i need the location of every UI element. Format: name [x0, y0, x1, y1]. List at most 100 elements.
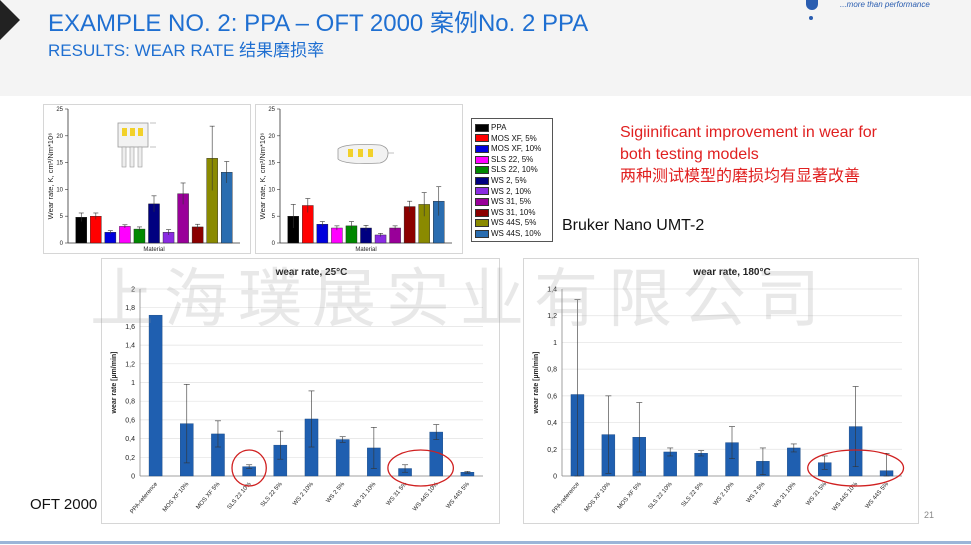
y-tick-label: 15: [56, 161, 63, 167]
legend-label: WS 31, 10%: [491, 207, 536, 217]
legend-item: PPA: [475, 123, 506, 133]
y-tick-label: 1,6: [125, 324, 135, 331]
bar: [694, 453, 708, 477]
chart-panel-1: 0 5 10 15 20 25 Material Wear rate, K, cm³/Nm*1…: [43, 104, 251, 254]
logo-dot-icon: [809, 16, 813, 20]
y-tick-label: 1,2: [125, 361, 135, 368]
y-tick-label: 0,6: [547, 393, 557, 400]
x-axis-label: Material: [143, 247, 164, 253]
legend-label: MOS XF, 5%: [491, 133, 537, 143]
x-tick-label: MOS XF 5%: [617, 481, 643, 511]
y-axis-label: wear rate [µm/min]: [111, 352, 118, 415]
x-tick-label: SLS 22 5%: [260, 481, 284, 508]
legend-item: WS 31, 10%: [475, 208, 535, 218]
y-axis-label: Wear rate, K, cm³/Nm*10⁶: [46, 133, 55, 220]
legend-label: WS 44S, 5%: [491, 218, 537, 228]
legend-label: SLS 22, 5%: [491, 154, 534, 164]
x-tick-label: WS 2 10%: [292, 481, 315, 507]
bar: [119, 226, 131, 244]
y-tick-label: 1,4: [125, 343, 135, 350]
x-tick-label: WS 31 10%: [772, 481, 797, 510]
method-label: OFT 2000: [30, 496, 98, 513]
x-tick-label: MOS XF 10%: [162, 481, 191, 513]
legend-label: WS 2, 10%: [491, 186, 532, 196]
chart-legend: PPA MOS XF, 5% MOS XF, 10% SLS 22, 5% SLS 22…: [471, 118, 553, 242]
x-tick-label: MOS XF 10%: [584, 481, 613, 513]
y-tick-label: 0,8: [547, 367, 557, 374]
y-tick-label: 0,8: [125, 399, 135, 406]
footer-line: [0, 541, 971, 544]
y-tick-label: 0: [131, 474, 135, 481]
y-tick-label: 2: [131, 287, 135, 294]
slide-title: EXAMPLE NO. 2: PPA – OFT 2000 案例No. 2 PP…: [48, 10, 589, 37]
legend-item: SLS 22, 10%: [475, 165, 538, 175]
y-tick-label: 10: [56, 187, 63, 193]
legend-label: PPA: [491, 123, 507, 132]
y-tick-label: 0: [553, 474, 557, 481]
y-tick-label: 1,2: [547, 313, 557, 320]
legend-swatch: [475, 176, 489, 185]
legend-swatch: [475, 187, 489, 196]
chart-panel-3: wear rate, 25°C 0 0,2 0,4 0,6 0,8 1 1,2 1,4 1,6 1,…: [101, 258, 500, 524]
chart-panel-4: wear rate, 180°C 0 0,2 0,4 0,6 0,8 1 1,2 1,4 wear…: [523, 258, 919, 524]
x-tick-label: PPA-reference: [551, 481, 581, 515]
x-axis-label: Material: [355, 247, 376, 253]
logo-icon: [806, 0, 818, 10]
x-tick-label: SLS 22 10%: [648, 481, 674, 511]
x-tick-label: WS 31 10%: [352, 481, 377, 510]
chart-title: wear rate, 180°C: [692, 267, 770, 278]
corner-arrow-icon: [0, 0, 20, 40]
legend-swatch: [475, 229, 489, 238]
x-tick-label: WS 2 5%: [326, 481, 347, 505]
legend-label: MOS XF, 10%: [491, 144, 542, 154]
legend-swatch: [475, 198, 489, 207]
legend-item: WS 2, 10%: [475, 187, 531, 197]
y-tick-label: 1,8: [125, 305, 135, 312]
legend-swatch: [475, 166, 489, 175]
highlight-ring: [231, 449, 267, 487]
y-tick-label: 10: [268, 187, 275, 193]
chart-panel-2: 0 5 10 15 20 25 Material Wear rate, K, cm³/Nm*1…: [255, 104, 463, 254]
legend-item: SLS 22, 5%: [475, 155, 533, 165]
y-tick-label: 20: [56, 134, 63, 140]
x-tick-label: MOS XF 5%: [195, 481, 221, 511]
legend-item: WS 31, 5%: [475, 197, 531, 207]
y-tick-label: 0,2: [125, 455, 135, 462]
x-tick-label: WS 2 10%: [713, 481, 736, 507]
legend-swatch: [475, 145, 489, 154]
bar: [335, 439, 350, 477]
y-tick-label: 15: [268, 161, 275, 167]
slide-subtitle: RESULTS: WEAR RATE 结果磨损率: [48, 41, 325, 60]
y-tick-label: 0,6: [125, 417, 135, 424]
legend-label: WS 44S, 10%: [491, 229, 541, 238]
legend-swatch: [475, 123, 489, 132]
legend-swatch: [475, 208, 489, 217]
bar-chart-ppa-1: 0 5 10 15 20 25 Material Wear rate, K, cm³/Nm*1…: [46, 107, 240, 253]
instrument-label: Bruker Nano UMT-2: [562, 217, 705, 234]
legend-item: MOS XF, 5%: [475, 134, 537, 144]
y-tick-label: 0,4: [547, 420, 557, 427]
bar: [148, 314, 163, 477]
specimen-disc-icon: [337, 144, 394, 164]
x-tick-label: WS 2 5%: [746, 481, 767, 505]
legend-item: MOS XF, 10%: [475, 144, 541, 154]
improvement-note: Sigiinificant improvement in wear for bo…: [620, 122, 910, 188]
y-tick-label: 0: [60, 241, 64, 247]
y-tick-label: 5: [60, 214, 64, 220]
y-tick-label: 0,2: [547, 447, 557, 454]
legend-item: WS 44S, 5%: [475, 218, 536, 228]
y-tick-label: 5: [272, 214, 276, 220]
legend-swatch: [475, 219, 489, 228]
y-tick-label: 1: [553, 340, 557, 347]
legend-item: WS 44S, 10%: [475, 229, 541, 239]
bar-chart-wear-180c: wear rate, 180°C 0 0,2 0,4 0,6 0,8 1 1,2 1,4 wear…: [533, 267, 905, 515]
legend-item: WS 2, 5%: [475, 176, 527, 186]
y-axis-label: Wear rate, K, cm³/Nm*10⁶: [258, 133, 267, 220]
legend-label: WS 2, 5%: [491, 176, 527, 185]
x-tick-label: WS 44S 5%: [446, 481, 472, 510]
bar: [90, 215, 102, 244]
x-tick-label: WS 31 5%: [805, 481, 828, 507]
note-english: Sigiinificant improvement in wear for bo…: [620, 124, 877, 163]
bar-chart-ppa-2: 0 5 10 15 20 25 Material Wear rate, K, cm³/Nm*1…: [258, 107, 452, 253]
